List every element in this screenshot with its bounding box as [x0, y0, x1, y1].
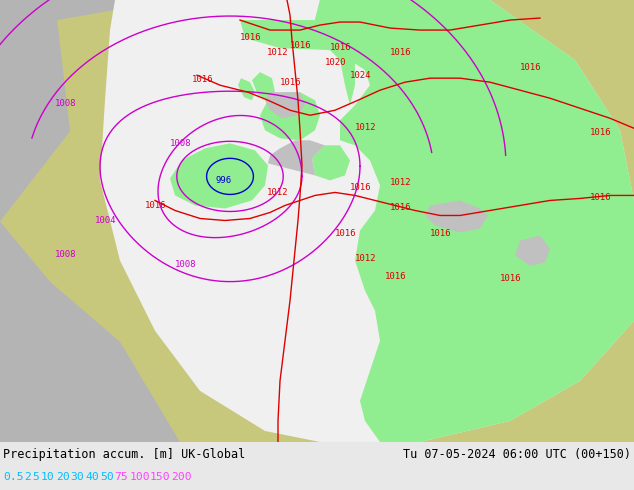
Text: 1008: 1008 [55, 99, 77, 108]
Text: 1004: 1004 [95, 217, 117, 225]
Polygon shape [0, 221, 180, 442]
Text: 1016: 1016 [520, 63, 541, 72]
Text: 1016: 1016 [390, 48, 411, 57]
Text: 1016: 1016 [430, 228, 451, 238]
Text: 1008: 1008 [170, 139, 191, 148]
Text: 75: 75 [115, 472, 128, 482]
Text: Tu 07-05-2024 06:00 UTC (00+150): Tu 07-05-2024 06:00 UTC (00+150) [403, 448, 631, 461]
Text: Precipitation accum. [m] UK-Global: Precipitation accum. [m] UK-Global [3, 448, 245, 461]
Text: 100: 100 [129, 472, 150, 482]
Text: 1016: 1016 [500, 273, 522, 283]
Polygon shape [312, 146, 350, 180]
Text: 996: 996 [215, 176, 231, 185]
Text: 30: 30 [70, 472, 84, 482]
Text: 40: 40 [85, 472, 99, 482]
Polygon shape [515, 236, 550, 266]
Text: 1016: 1016 [240, 33, 261, 42]
Text: 2: 2 [24, 472, 30, 482]
Text: 1016: 1016 [590, 194, 612, 202]
Polygon shape [315, 0, 634, 442]
Text: 1016: 1016 [390, 203, 411, 213]
Polygon shape [0, 0, 70, 221]
Polygon shape [0, 0, 130, 30]
Text: 1016: 1016 [192, 75, 214, 84]
Polygon shape [240, 20, 380, 50]
Text: 150: 150 [150, 472, 171, 482]
Text: 1016: 1016 [335, 228, 356, 238]
Polygon shape [238, 78, 255, 100]
Polygon shape [265, 92, 305, 118]
Text: 200: 200 [171, 472, 191, 482]
Text: 1012: 1012 [390, 178, 411, 187]
Polygon shape [260, 92, 320, 140]
Text: 1016: 1016 [330, 43, 351, 52]
Text: 1012: 1012 [355, 254, 377, 263]
Text: 1008: 1008 [175, 260, 197, 269]
Text: 1024: 1024 [350, 71, 372, 80]
Text: 1012: 1012 [355, 123, 377, 132]
Polygon shape [100, 0, 634, 442]
Text: 1016: 1016 [145, 201, 167, 211]
Polygon shape [170, 143, 268, 208]
Text: 20: 20 [56, 472, 70, 482]
Text: 0.5: 0.5 [3, 472, 23, 482]
Polygon shape [252, 72, 275, 100]
Text: 50: 50 [100, 472, 113, 482]
Text: 1012: 1012 [267, 189, 288, 197]
Text: 1016: 1016 [385, 271, 406, 281]
Polygon shape [315, 0, 375, 105]
Text: 1012: 1012 [267, 48, 288, 57]
Text: 1016: 1016 [350, 183, 372, 193]
Text: 1008: 1008 [55, 249, 77, 259]
Text: 1020: 1020 [325, 58, 347, 67]
Polygon shape [268, 140, 325, 175]
Polygon shape [425, 200, 488, 233]
Text: 10: 10 [41, 472, 55, 482]
Text: 1016: 1016 [590, 128, 612, 137]
Text: 5: 5 [32, 472, 39, 482]
Text: 1016: 1016 [280, 78, 302, 87]
Text: 1016: 1016 [290, 41, 311, 50]
